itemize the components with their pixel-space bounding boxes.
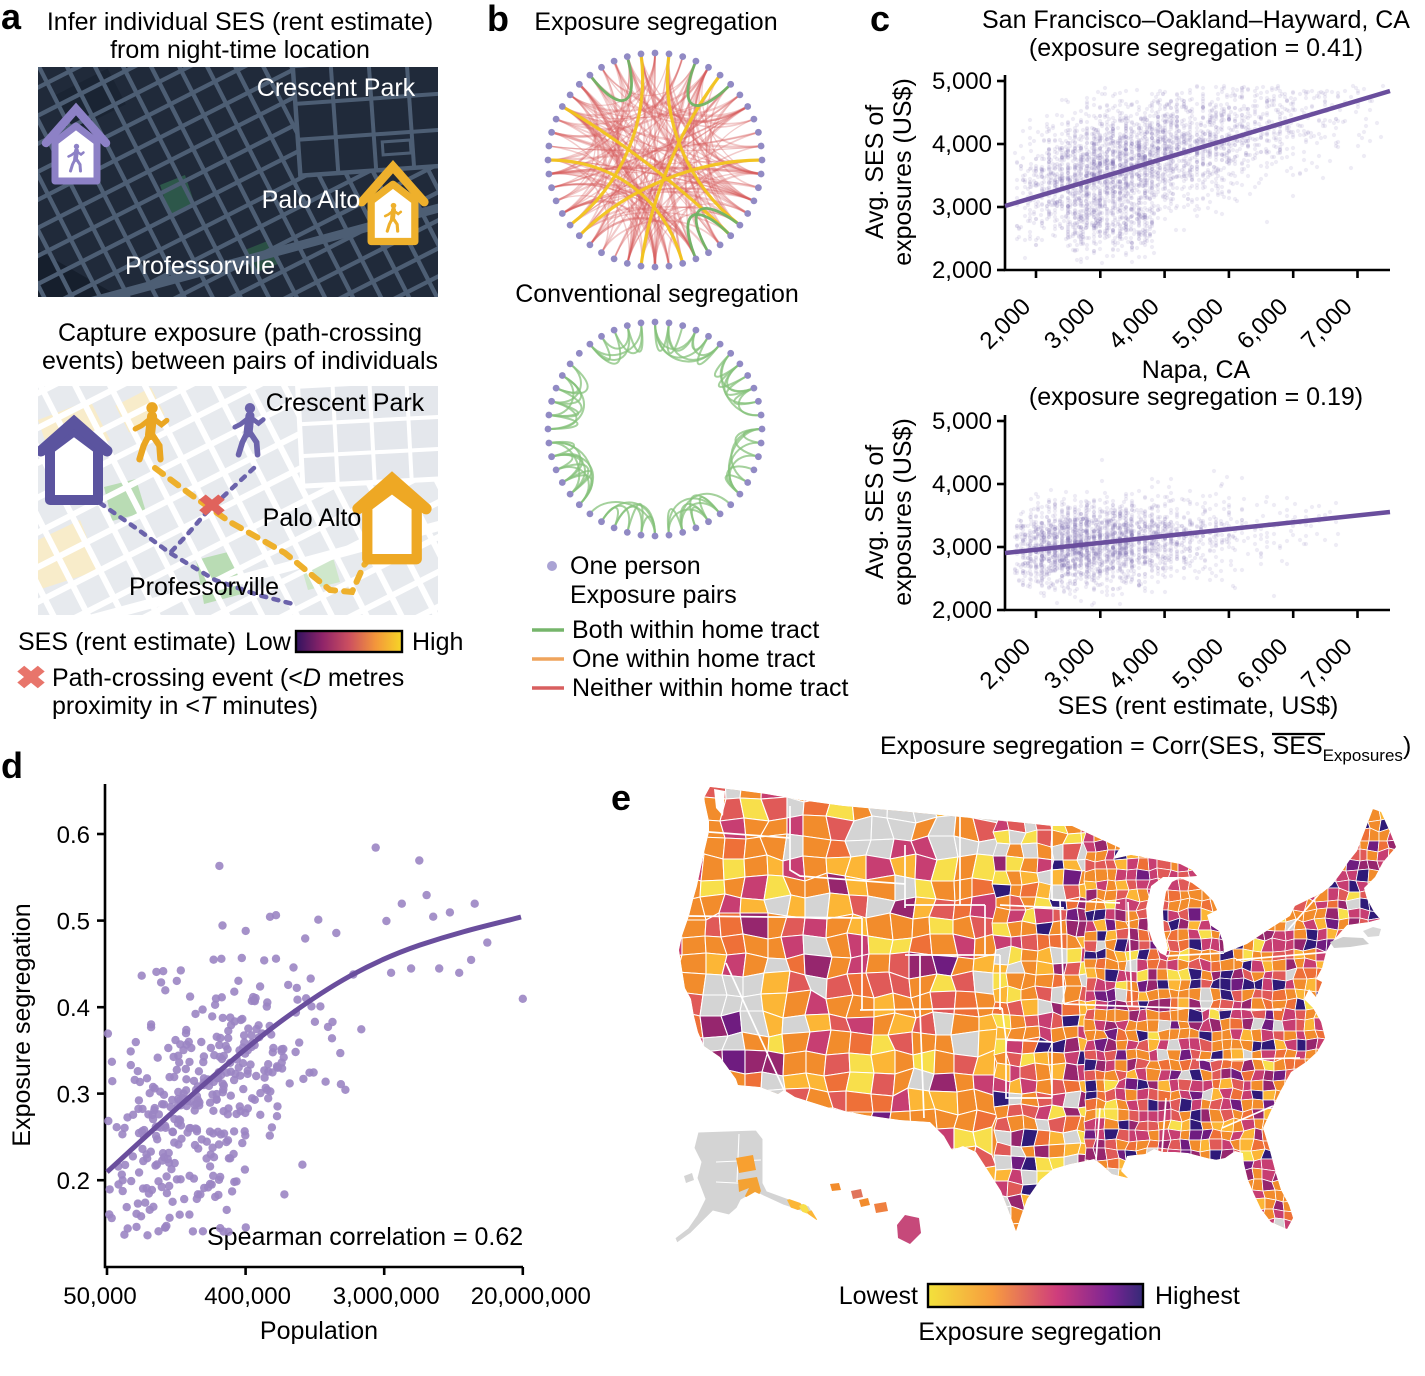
svg-text:Neither within home tract: Neither within home tract <box>572 674 849 702</box>
svg-text:Exposure segregation: Exposure segregation <box>534 8 777 36</box>
svg-text:Exposure pairs: Exposure pairs <box>570 581 737 609</box>
svg-text:5,000: 5,000 <box>932 408 992 435</box>
svg-text:Conventional segregation: Conventional segregation <box>515 280 799 308</box>
svg-text:Professorville: Professorville <box>125 252 275 280</box>
svg-text:San Francisco–Oakland–Hayward,: San Francisco–Oakland–Hayward, CA <box>982 6 1410 34</box>
svg-text:2,000: 2,000 <box>932 597 992 624</box>
svg-text:4,000: 4,000 <box>932 471 992 498</box>
svg-text:exposures (US$): exposures (US$) <box>889 78 917 266</box>
svg-text:Professorville: Professorville <box>129 573 279 601</box>
svg-text:5,000: 5,000 <box>932 68 992 95</box>
svg-text:Low: Low <box>245 628 292 656</box>
svg-text:3,000: 3,000 <box>932 194 992 221</box>
svg-text:(exposure segregation = 0.41): (exposure segregation = 0.41) <box>1029 34 1363 62</box>
svg-text:Both within home tract: Both within home tract <box>572 616 819 644</box>
svg-text:High: High <box>412 628 463 656</box>
svg-text:Avg. SES of: Avg. SES of <box>861 105 889 239</box>
svg-text:proximity in <T minutes): proximity in <T minutes) <box>52 692 318 720</box>
svg-text:Infer individual SES (rent est: Infer individual SES (rent estimate) <box>47 8 433 36</box>
svg-text:c: c <box>870 0 890 39</box>
svg-text:from night-time location: from night-time location <box>110 36 370 64</box>
svg-text:Capture exposure (path-crossin: Capture exposure (path-crossing <box>58 319 422 347</box>
svg-text:One person: One person <box>570 552 701 580</box>
svg-text:Palo Alto: Palo Alto <box>263 504 362 532</box>
svg-text:SES (rent estimate): SES (rent estimate) <box>18 628 236 656</box>
svg-text:4,000: 4,000 <box>932 131 992 158</box>
svg-text:events) between pairs of indiv: events) between pairs of individuals <box>42 347 438 375</box>
svg-text:Palo Alto: Palo Alto <box>262 186 361 214</box>
svg-text:Path-crossing event (<D metres: Path-crossing event (<D metres <box>52 664 404 692</box>
svg-text:3,000: 3,000 <box>932 534 992 561</box>
svg-text:Crescent Park: Crescent Park <box>266 389 425 417</box>
svg-text:Crescent Park: Crescent Park <box>257 74 416 102</box>
svg-text:a: a <box>1 0 22 37</box>
svg-text:b: b <box>487 0 509 39</box>
svg-text:2,000: 2,000 <box>932 257 992 284</box>
svg-text:One within home tract: One within home tract <box>572 645 815 673</box>
